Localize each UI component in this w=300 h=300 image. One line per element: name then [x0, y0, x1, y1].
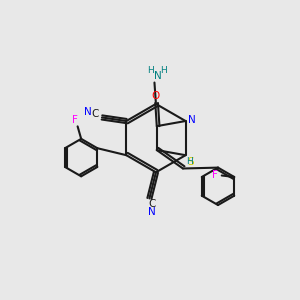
Text: F: F	[72, 115, 78, 125]
Text: S: S	[188, 157, 194, 167]
Text: H: H	[186, 158, 193, 166]
Text: C: C	[148, 200, 155, 209]
Text: N: N	[84, 107, 92, 117]
Text: C: C	[92, 110, 99, 119]
Text: N: N	[154, 71, 161, 81]
Text: O: O	[152, 92, 160, 101]
Text: N: N	[148, 206, 156, 217]
Text: N: N	[188, 115, 196, 124]
Text: F: F	[212, 170, 218, 180]
Text: H: H	[148, 65, 154, 74]
Text: H: H	[160, 65, 167, 74]
